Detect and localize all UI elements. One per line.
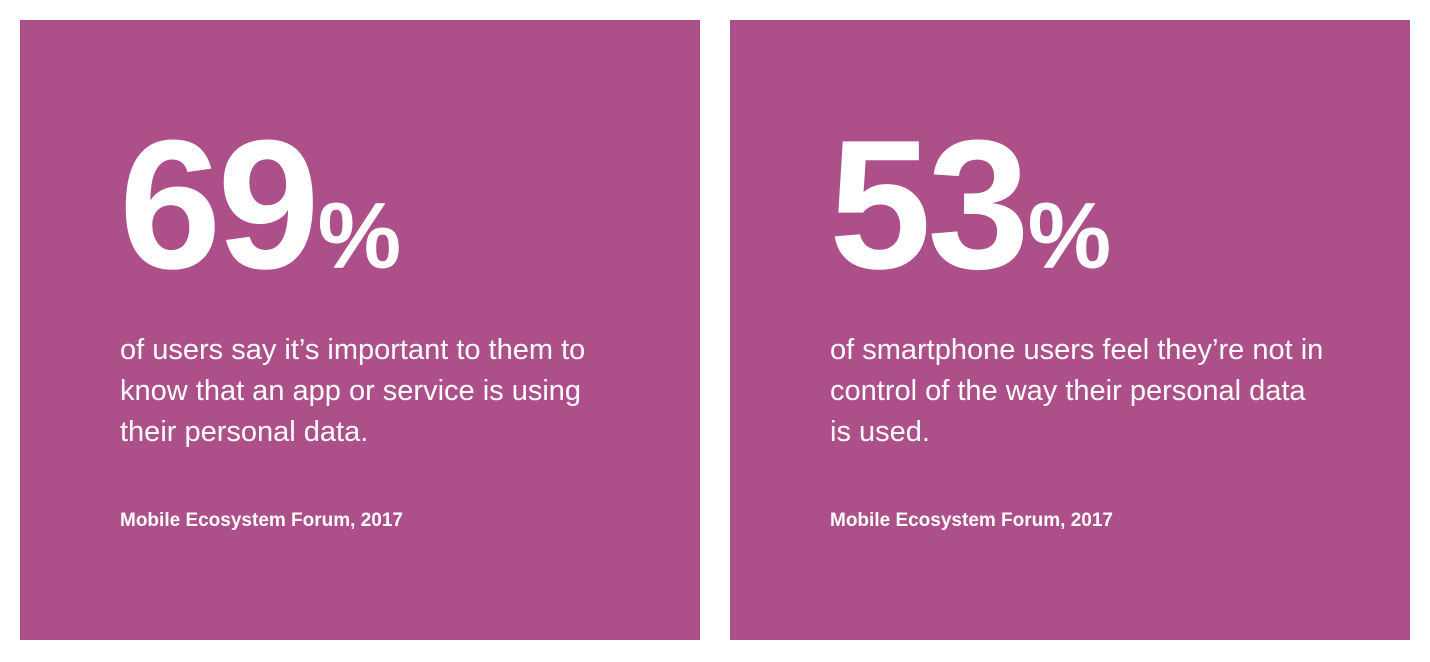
stat-card-smartphone-control: 53% of smartphone users feel they’re not…: [730, 20, 1410, 640]
stat-number: 69: [119, 101, 320, 307]
percent-sign: %: [317, 183, 402, 288]
stat-figure: 69%: [119, 112, 401, 296]
percent-sign: %: [1027, 183, 1112, 288]
stat-description: of users say it’s important to them to k…: [120, 334, 586, 448]
stat-description: of smartphone users feel they’re not in …: [830, 334, 1324, 448]
stat-card-users-importance: 69% of users say it’s important to them …: [20, 20, 700, 640]
stat-source: Mobile Ecosystem Forum, 2017: [120, 510, 403, 531]
stat-figure: 53%: [829, 112, 1111, 296]
stat-source: Mobile Ecosystem Forum, 2017: [830, 510, 1113, 531]
stat-number: 53: [829, 101, 1030, 307]
